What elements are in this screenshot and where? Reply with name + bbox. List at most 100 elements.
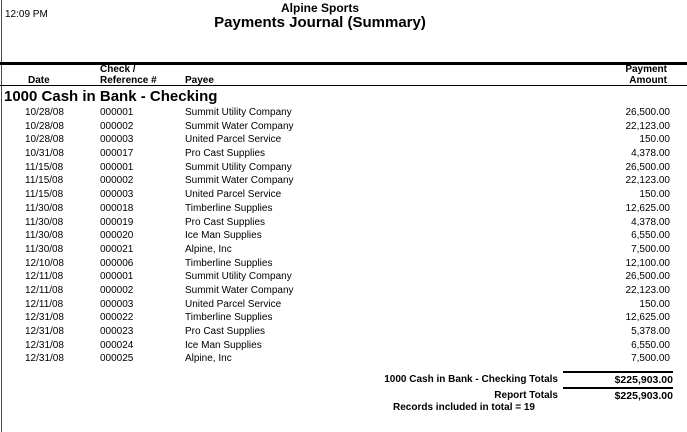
account-section-heading: 1000 Cash in Bank - Checking [4, 88, 218, 105]
row-payment-amount: 12,625.00 [625, 202, 671, 214]
table-row: 10/28/08 000003 United Parcel Service 15… [0, 134, 687, 148]
column-header-date: Date [28, 75, 50, 86]
row-date: 12/31/08 [25, 353, 64, 365]
row-payment-amount: 26,500.00 [625, 107, 671, 118]
row-check-reference: 000006 [100, 257, 134, 269]
company-name: Alpine Sports [280, 1, 360, 15]
row-date: 10/28/08 [25, 134, 64, 146]
row-date: 10/28/08 [25, 120, 64, 132]
row-date: 12/11/08 [25, 271, 64, 283]
row-payee: Summit Utility Company [185, 107, 292, 118]
row-check-reference: 000001 [100, 107, 134, 118]
table-row: 10/28/08 000002 Summit Water Company 22,… [0, 121, 687, 135]
row-payment-amount: 22,123.00 [625, 120, 671, 132]
row-payee: Alpine, Inc [185, 353, 232, 365]
row-payee: Alpine, Inc [185, 243, 232, 255]
row-check-reference: 000021 [100, 243, 134, 255]
row-payment-amount: 26,500.00 [625, 271, 671, 283]
table-row: 11/15/08 000003 United Parcel Service 15… [0, 189, 687, 203]
report-totals-label: Report Totals [494, 390, 558, 401]
row-payee: Summit Utility Company [185, 161, 292, 173]
header-rule-bottom [0, 85, 687, 86]
row-date: 12/11/08 [25, 284, 64, 296]
row-date: 11/30/08 [25, 243, 64, 255]
row-payment-amount: 22,123.00 [625, 284, 671, 296]
row-check-reference: 000003 [100, 189, 134, 201]
row-date: 11/30/08 [25, 230, 64, 242]
row-payment-amount: 12,625.00 [625, 312, 671, 324]
table-row: 12/11/08 000003 United Parcel Service 15… [0, 299, 687, 313]
table-row: 12/31/08 000024 Ice Man Supplies 6,550.0… [0, 340, 687, 354]
row-date: 11/15/08 [25, 175, 64, 187]
row-date: 10/31/08 [25, 148, 64, 160]
row-payee: Summit Utility Company [185, 271, 292, 283]
row-date: 10/28/08 [25, 107, 64, 118]
section-totals-label: 1000 Cash in Bank - Checking Totals [384, 374, 558, 385]
row-check-reference: 000001 [100, 161, 134, 173]
row-check-reference: 000019 [100, 216, 134, 228]
row-date: 11/30/08 [25, 216, 64, 228]
column-header-payee: Payee [185, 75, 214, 86]
row-date: 11/15/08 [25, 161, 64, 173]
row-check-reference: 000003 [100, 298, 134, 310]
row-date: 12/31/08 [25, 326, 64, 337]
row-date: 12/31/08 [25, 339, 64, 351]
row-payee: Summit Water Company [185, 175, 294, 187]
column-header-check-line2: Reference # [100, 75, 157, 86]
table-row: 12/31/08 000023 Pro Cast Supplies 5,378.… [0, 326, 687, 340]
row-check-reference: 000023 [100, 326, 134, 337]
records-included-note: Records included in total = 19 [393, 402, 535, 413]
row-payment-amount: 150.00 [639, 298, 670, 310]
row-payment-amount: 5,378.00 [631, 326, 670, 337]
row-payment-amount: 7,500.00 [631, 243, 670, 255]
row-check-reference: 000002 [100, 120, 134, 132]
table-row: 11/30/08 000018 Timberline Supplies 12,6… [0, 203, 687, 217]
row-payee: Timberline Supplies [185, 202, 273, 214]
report-title: Payments Journal (Summary) [214, 14, 426, 31]
section-totals-amount: $225,903.00 [563, 371, 673, 386]
table-row: 12/11/08 000001 Summit Utility Company 2… [0, 271, 687, 285]
page-left-border [1, 0, 2, 432]
row-payee: Timberline Supplies [185, 312, 273, 324]
row-date: 12/31/08 [25, 312, 64, 324]
row-date: 11/30/08 [25, 202, 64, 214]
row-date: 11/15/08 [25, 189, 64, 201]
table-row: 10/31/08 000017 Pro Cast Supplies 4,378.… [0, 148, 687, 162]
row-check-reference: 000002 [100, 175, 134, 187]
table-row: 10/28/08 000001 Summit Utility Company 2… [0, 107, 687, 121]
table-row: 11/30/08 000020 Ice Man Supplies 6,550.0… [0, 230, 687, 244]
row-payee: United Parcel Service [185, 298, 282, 310]
row-check-reference: 000025 [100, 353, 134, 365]
row-payee: Pro Cast Supplies [185, 216, 266, 228]
header-rule-top [0, 62, 687, 65]
row-check-reference: 000002 [100, 284, 134, 296]
column-header-payment-line2: Amount [629, 75, 667, 86]
column-header-payment-line1: Payment [625, 64, 667, 75]
table-row: 11/30/08 000019 Pro Cast Supplies 4,378.… [0, 217, 687, 231]
payments-table-body: 10/28/08 000001 Summit Utility Company 2… [0, 107, 687, 367]
row-payee: Pro Cast Supplies [185, 148, 266, 160]
table-row: 12/10/08 000006 Timberline Supplies 12,1… [0, 258, 687, 272]
row-payee: Summit Water Company [185, 284, 294, 296]
report-print-time: 12:09 PM [5, 9, 48, 20]
row-check-reference: 000020 [100, 230, 134, 242]
row-payee: United Parcel Service [185, 189, 282, 201]
row-payment-amount: 12,100.00 [625, 257, 671, 269]
table-row: 11/15/08 000001 Summit Utility Company 2… [0, 162, 687, 176]
row-payment-amount: 150.00 [639, 189, 670, 201]
table-row: 11/15/08 000002 Summit Water Company 22,… [0, 175, 687, 189]
row-payment-amount: 6,550.00 [631, 230, 670, 242]
row-payment-amount: 26,500.00 [625, 161, 671, 173]
row-payment-amount: 22,123.00 [625, 175, 671, 187]
row-check-reference: 000018 [100, 202, 134, 214]
report-totals-amount: $225,903.00 [563, 387, 673, 402]
table-row: 11/30/08 000021 Alpine, Inc 7,500.00 [0, 244, 687, 258]
row-check-reference: 000024 [100, 339, 134, 351]
row-payment-amount: 7,500.00 [631, 353, 670, 365]
row-payment-amount: 150.00 [639, 134, 670, 146]
row-payee: United Parcel Service [185, 134, 282, 146]
row-date: 12/11/08 [25, 298, 64, 310]
row-payment-amount: 4,378.00 [631, 216, 670, 228]
row-check-reference: 000022 [100, 312, 134, 324]
row-payment-amount: 6,550.00 [631, 339, 670, 351]
